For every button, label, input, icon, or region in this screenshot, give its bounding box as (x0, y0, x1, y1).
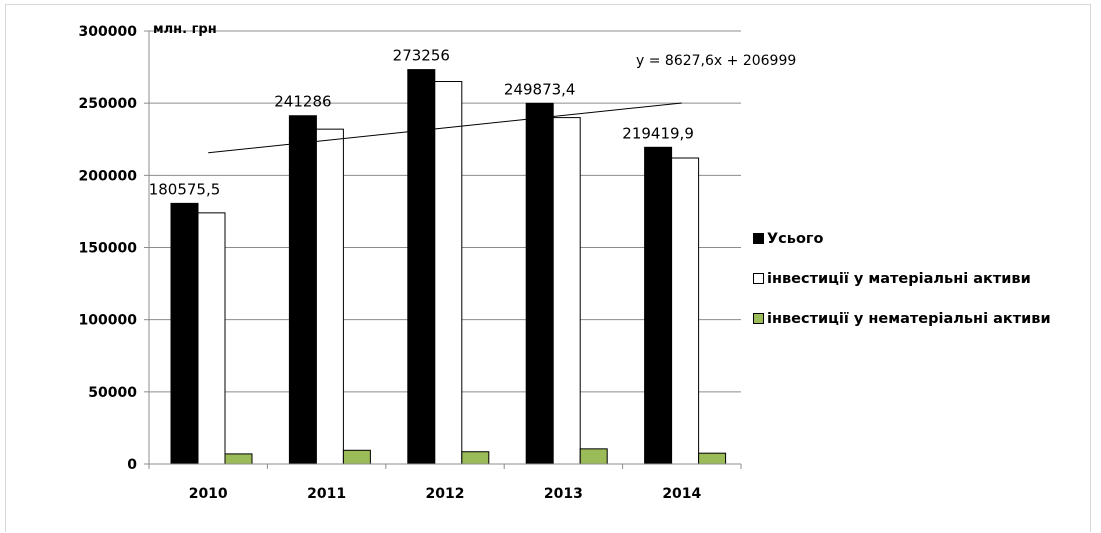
data-label: 273256 (393, 47, 450, 65)
bar-intangible-assets (224, 453, 253, 465)
data-label: 180575,5 (149, 180, 221, 198)
bar-intangible-assets (579, 448, 608, 465)
bar-intangible-assets (461, 451, 490, 465)
bar-total (170, 202, 199, 465)
legend-label-tangible: інвестиції у матеріальні активи (767, 270, 1031, 287)
bar-total (288, 115, 317, 465)
bar-intangible-assets (698, 452, 727, 465)
legend-item-total: Усього (753, 225, 1051, 252)
data-label: 219419,9 (622, 124, 694, 142)
y-tick-label: 300000 (79, 24, 138, 40)
y-tick-label: 100000 (79, 313, 138, 329)
legend-swatch-intangible (753, 313, 764, 324)
unit-label: млн. грн (153, 22, 217, 37)
legend-swatch-tangible (753, 273, 764, 284)
data-label: 241286 (274, 93, 331, 111)
bar-tangible-assets (197, 212, 226, 465)
legend-item-tangible: інвестиції у матеріальні активи (753, 265, 1051, 292)
bar-total (644, 146, 673, 465)
trendline: y = 8627,6x + 206999 (208, 53, 796, 154)
bar-tangible-assets (315, 128, 344, 465)
y-tick-label: 200000 (79, 168, 138, 184)
bar-total (525, 102, 554, 465)
legend-item-intangible: інвестиції у нематеріальні активи (753, 305, 1051, 332)
legend-label-total: Усього (767, 230, 824, 247)
tick-labels: 0 50000 100000 150000 200000 250000 300000 2010… (79, 24, 702, 502)
chart-frame: 0 50000 100000 150000 200000 250000 300000 2010… (5, 4, 1091, 532)
bars (170, 69, 727, 465)
x-tick-label: 2014 (662, 486, 701, 502)
bar-chart: 0 50000 100000 150000 200000 250000 300000 2010… (79, 22, 797, 502)
x-tick-label: 2010 (189, 486, 228, 502)
legend-label-intangible: інвестиції у нематеріальні активи (767, 310, 1051, 327)
x-tick-label: 2013 (544, 486, 583, 502)
x-tick-label: 2011 (307, 486, 346, 502)
bar-total (407, 69, 436, 465)
data-label: 249873,4 (504, 80, 576, 98)
bar-intangible-assets (342, 449, 371, 465)
y-tick-label: 0 (127, 457, 137, 473)
y-tick-label: 50000 (88, 385, 137, 401)
data-labels: 180575,5 241286 273256 249873,4 219419,9 (149, 47, 694, 199)
y-tick-label: 150000 (79, 241, 138, 257)
legend: Усього інвестиції у матеріальні активи і… (753, 225, 1051, 345)
legend-swatch-total (753, 233, 764, 244)
y-tick-label: 250000 (79, 96, 138, 112)
bar-tangible-assets (434, 81, 463, 465)
trendline-equation: y = 8627,6x + 206999 (636, 53, 796, 69)
x-tick-label: 2012 (426, 486, 465, 502)
axes (148, 31, 742, 469)
bar-tangible-assets (552, 117, 581, 465)
bar-tangible-assets (671, 157, 700, 465)
trendline-line (208, 102, 682, 154)
